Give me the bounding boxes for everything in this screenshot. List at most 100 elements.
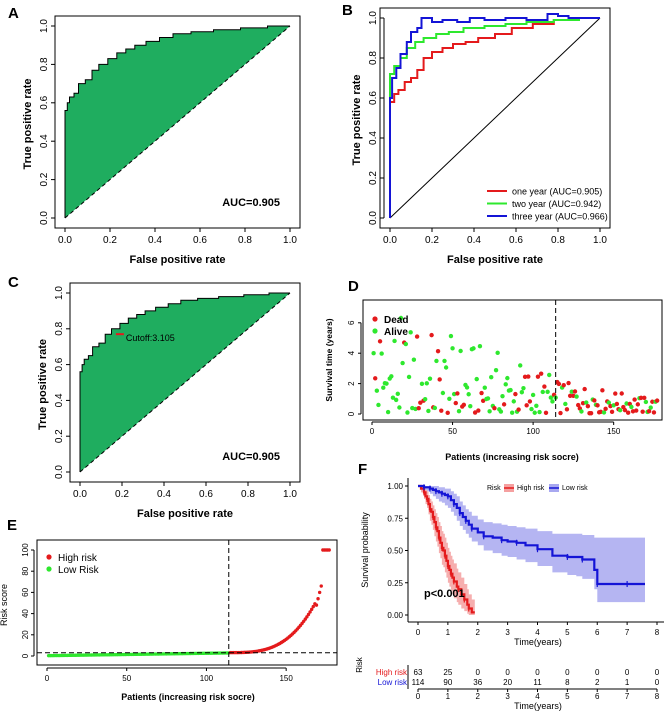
x-tick-label: 0.2: [103, 235, 117, 246]
alive-point: [519, 390, 525, 395]
y-tick-label: 20: [21, 630, 30, 639]
alive-point: [448, 333, 454, 339]
legend-marker: [46, 566, 52, 572]
dead-point: [558, 410, 563, 416]
dead-point: [654, 398, 660, 403]
cutoff-label: Cutoff:3.105: [126, 333, 175, 343]
alive-point: [537, 409, 542, 415]
alive-point: [509, 410, 515, 415]
x-tick-label: 8: [655, 628, 660, 637]
risk-count: 0: [565, 668, 570, 677]
y-tick-label: 6: [347, 320, 356, 325]
alive-point: [393, 397, 399, 403]
alive-point: [406, 374, 412, 380]
panel-c-axes: 0.0 0.2 0.4 0.6 0.8 1.0 0.0 0.2 0.4 0.6 0.8 1.0 Fals…: [37, 286, 297, 520]
panel-f: 0 1 2 3 4 5 6 7 80.000.250.500.751.00Time(years)…: [355, 478, 664, 711]
x-tick-label: 3: [505, 692, 510, 701]
alive-point: [432, 405, 438, 411]
alive-point: [405, 410, 410, 415]
y-tick-label: 1.0: [368, 11, 379, 25]
dead-point: [614, 401, 620, 407]
points: [46, 548, 331, 658]
legend-marker: [372, 316, 378, 322]
y-tick-label: 0.2: [39, 172, 50, 186]
dead-point: [435, 348, 441, 354]
y-tick-label: 40: [21, 609, 30, 618]
alive-point: [390, 395, 396, 400]
dead-point: [414, 334, 420, 339]
y-tick-label: 0.0: [54, 465, 65, 479]
dead-point: [377, 339, 383, 344]
alive-point: [374, 388, 380, 393]
x-tick-label: 7: [625, 628, 630, 637]
alive-point: [629, 404, 634, 410]
x-tick-label: 0.6: [199, 489, 213, 500]
dead-point: [576, 402, 581, 408]
y-tick-label: 1.0: [54, 286, 65, 300]
x-tick-label: 8: [655, 692, 660, 701]
alive-point: [450, 346, 455, 351]
alive-point: [540, 389, 545, 395]
alive-point: [434, 358, 439, 364]
alive-point: [493, 368, 499, 373]
y-tick-label: 0.8: [54, 321, 65, 335]
alive-point: [400, 360, 405, 366]
dead-point: [642, 395, 647, 401]
alive-point: [384, 381, 389, 386]
alive-point: [500, 393, 505, 399]
dead-point: [439, 408, 444, 413]
x-axis-label: False positive rate: [137, 508, 233, 520]
y-tick-label: 60: [21, 587, 30, 596]
dead-point: [561, 382, 566, 388]
alive-point: [411, 357, 417, 362]
x-tick-label: 1.0: [283, 235, 297, 246]
alive-point: [392, 338, 397, 344]
panel-label-a: A: [8, 5, 19, 22]
y-tick-label: 1.0: [39, 19, 50, 33]
dead-point: [524, 403, 529, 408]
plot-frame: [362, 299, 663, 421]
alive-point: [389, 374, 394, 379]
alive-point: [468, 403, 473, 409]
y-tick-label: 0: [21, 653, 30, 658]
risk-count: 114: [412, 678, 425, 687]
x-tick-label: 0.2: [115, 489, 129, 500]
alive-point: [456, 409, 462, 414]
high-risk-point: [316, 597, 320, 601]
y-axis-label: Survival probability: [360, 512, 370, 588]
x-tick-label: 4: [535, 692, 540, 701]
legend-label: Alive: [384, 327, 408, 338]
y-tick-label: 0.8: [368, 51, 379, 65]
y-tick-label: 0.0: [39, 211, 50, 225]
legend-marker: [372, 328, 378, 334]
x-axis-label: Patients (increasing risk socre): [445, 452, 579, 462]
dead-point: [501, 402, 507, 407]
dead-point: [603, 406, 608, 412]
ci-band-blue: [418, 486, 645, 603]
alive-point: [482, 385, 487, 390]
alive-point: [498, 409, 504, 414]
alive-point: [419, 381, 425, 387]
alive-point: [464, 385, 470, 390]
pvalue-label: p<0.001: [424, 588, 465, 600]
alive-point: [508, 387, 513, 393]
alive-point: [579, 409, 584, 414]
points: [371, 315, 660, 416]
risk-count: 0: [535, 668, 540, 677]
alive-point: [398, 315, 404, 321]
y-tick-label: 4: [347, 350, 356, 355]
dead-point: [567, 393, 573, 399]
dead-point: [416, 405, 421, 411]
high-risk-point: [319, 584, 323, 588]
panel-label-e: E: [7, 517, 17, 534]
dead-point: [543, 410, 549, 416]
legend: one year (AUC=0.905) two year (AUC=0.942)…: [487, 187, 608, 222]
x-axis-label: Time(years): [514, 637, 562, 647]
alive-point: [503, 382, 508, 387]
x-tick-label: 4: [535, 628, 540, 637]
y-tick-label: 0.6: [54, 357, 65, 371]
alive-point: [574, 394, 579, 399]
